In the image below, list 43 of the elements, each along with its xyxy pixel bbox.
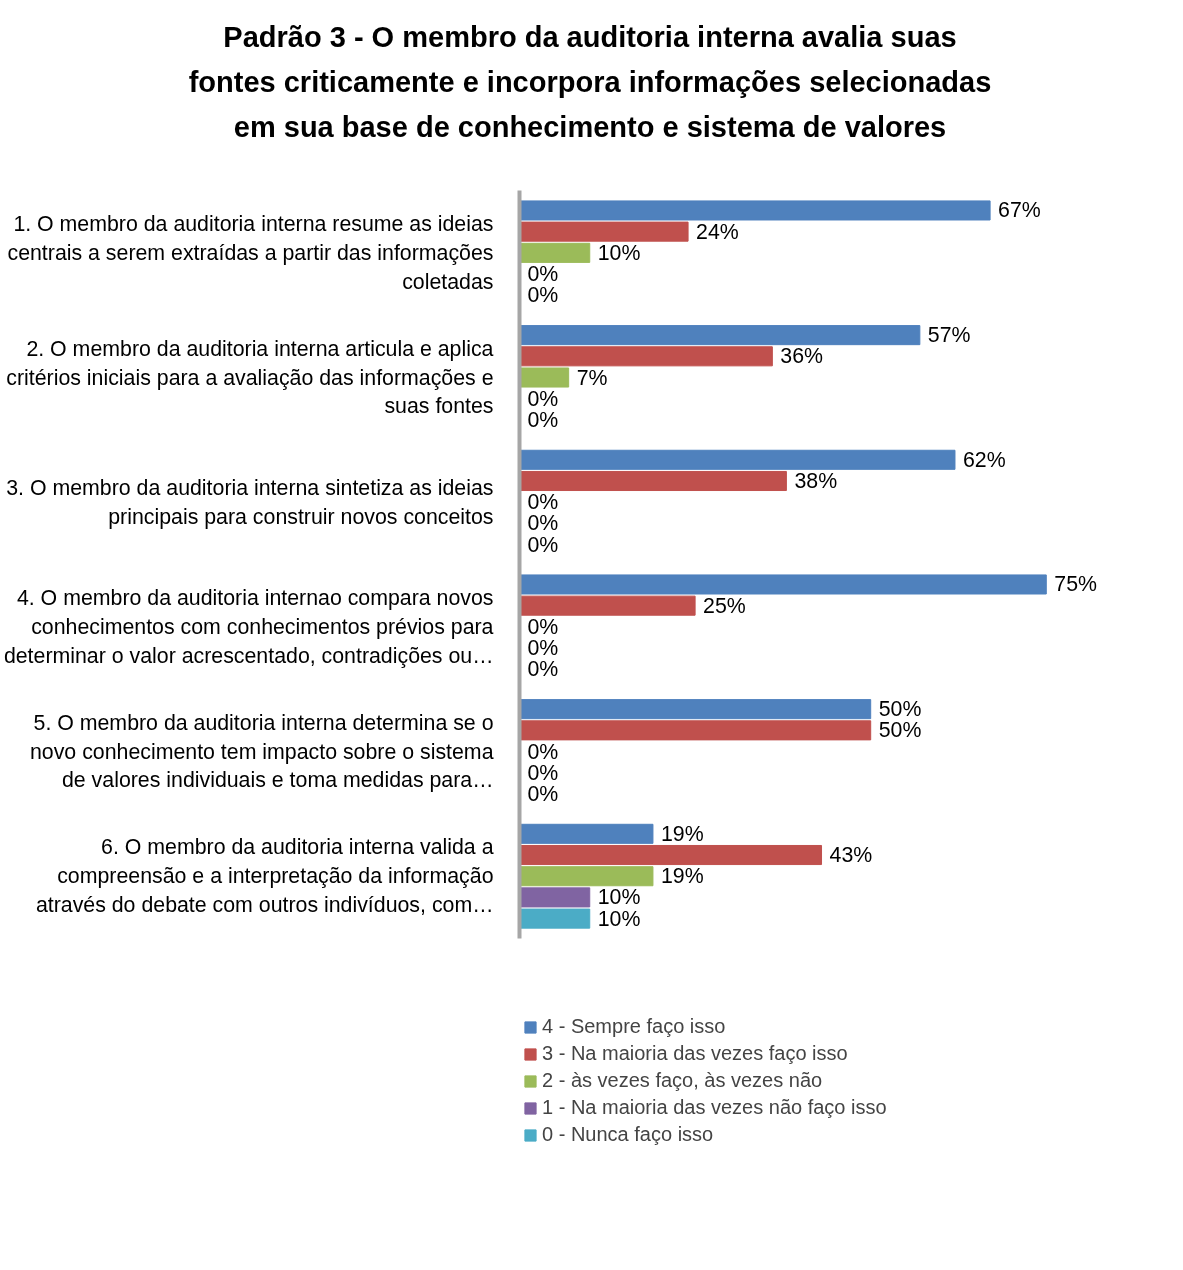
- bar: [519, 221, 689, 242]
- chart-title: Padrão 3 - O membro da auditoria interna avalia suas fontes criticamente e incorpora informações selecionadas em sua base de conhecimento e sistema de valores: [188, 20, 992, 145]
- data-label: 75%: [1054, 572, 1098, 597]
- legend-label: 1 - Na maioria das vezes não faço isso: [542, 1096, 887, 1119]
- bar: [519, 720, 872, 741]
- bar: [519, 908, 591, 929]
- data-label: 10%: [597, 240, 641, 265]
- bar: [519, 470, 787, 492]
- data-label: 62%: [962, 447, 1006, 472]
- y-tick-label: 5. O membro da auditoria interna determina se o novo conhecimento tem impacto sobre o sistema de valores individuais e toma medidas para…: [29, 710, 494, 793]
- y-tick-label: 3. O membro da auditoria interna sintetiza as ideias principais para construir novos conceitos: [6, 475, 494, 529]
- bar: [519, 449, 956, 470]
- data-label: 24%: [696, 219, 739, 244]
- data-label: 67%: [998, 198, 1041, 223]
- bar: [519, 844, 823, 866]
- bar: [519, 823, 654, 844]
- y-tick-label: 6. O membro da auditoria interna valida a compreensão e a interpretação da informação através do debate com outros indivíduos, com…: [35, 835, 494, 918]
- y-tick-label: 1. O membro da auditoria interna resume as ideias centrais a serem extraídas a partir das informações coletadas: [7, 212, 494, 294]
- bar: [519, 595, 696, 616]
- data-label: 19%: [660, 821, 704, 846]
- y-tick-label: 2. O membro da auditoria interna articula e aplica critérios iniciais para a avaliação das informações e suas fontes: [6, 336, 494, 419]
- data-label: 7%: [576, 365, 608, 390]
- bar: [519, 200, 991, 221]
- bar: [519, 699, 872, 720]
- data-label: 19%: [660, 864, 704, 889]
- data-label: 38%: [794, 468, 838, 493]
- bar: [519, 866, 654, 887]
- data-label: 43%: [829, 843, 873, 868]
- data-label: 36%: [780, 344, 824, 369]
- data-label: 0%: [527, 614, 559, 639]
- bar: [519, 887, 591, 908]
- bar: [519, 242, 591, 263]
- bar: [519, 574, 1047, 595]
- legend-label: 3 - Na maioria das vezes faço isso: [542, 1042, 848, 1065]
- legend-label: 0 - Nunca faço isso: [542, 1123, 714, 1146]
- bar: [519, 367, 570, 388]
- legend-label: 4 - Sempre faço isso: [542, 1015, 726, 1038]
- bar: [519, 346, 773, 367]
- data-label: 25%: [703, 593, 746, 618]
- y-tick-label: 4. O membro da auditoria internao compara novos conhecimentos com conhecimentos prévios para determinar o valor acrescentado, contradições ou…: [3, 586, 494, 668]
- legend-label: 2 - às vezes faço, às vezes não: [542, 1069, 823, 1092]
- data-label: 57%: [927, 323, 971, 348]
- bar: [519, 325, 921, 346]
